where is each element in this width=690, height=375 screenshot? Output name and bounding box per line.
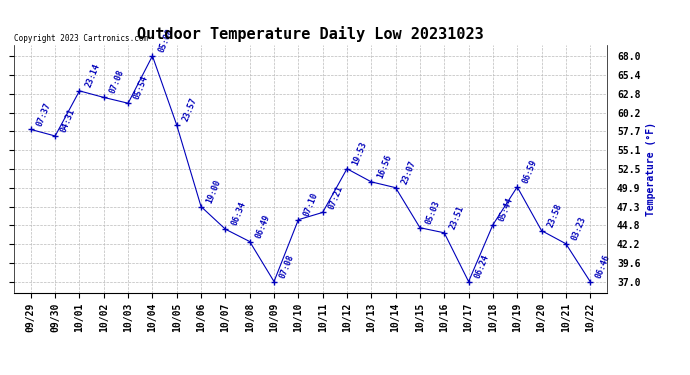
Text: 07:10: 07:10 — [302, 191, 320, 217]
Y-axis label: Temperature (°F): Temperature (°F) — [646, 122, 656, 216]
Text: 06:49: 06:49 — [254, 213, 272, 239]
Text: 05:08: 05:08 — [157, 27, 175, 54]
Text: 19:53: 19:53 — [351, 140, 369, 166]
Text: 19:00: 19:00 — [205, 178, 223, 204]
Text: 23:58: 23:58 — [546, 202, 564, 228]
Text: Copyright 2023 Cartronics.com: Copyright 2023 Cartronics.com — [14, 33, 148, 42]
Text: 04:31: 04:31 — [59, 107, 77, 134]
Text: 06:24: 06:24 — [473, 253, 491, 279]
Text: 03:23: 03:23 — [570, 215, 588, 242]
Text: 05:44: 05:44 — [497, 196, 515, 223]
Text: 07:08: 07:08 — [278, 253, 296, 279]
Text: 06:34: 06:34 — [230, 201, 247, 227]
Text: 05:03: 05:03 — [424, 199, 442, 225]
Text: 23:57: 23:57 — [181, 96, 199, 123]
Text: 07:08: 07:08 — [108, 69, 126, 95]
Text: 06:59: 06:59 — [522, 158, 539, 185]
Title: Outdoor Temperature Daily Low 20231023: Outdoor Temperature Daily Low 20231023 — [137, 27, 484, 42]
Text: 07:37: 07:37 — [35, 101, 52, 127]
Text: 06:46: 06:46 — [594, 253, 612, 279]
Text: 23:14: 23:14 — [83, 62, 101, 89]
Text: 23:07: 23:07 — [400, 159, 417, 186]
Text: 23:51: 23:51 — [448, 204, 466, 231]
Text: 16:56: 16:56 — [375, 153, 393, 180]
Text: 05:54: 05:54 — [132, 75, 150, 101]
Text: 07:21: 07:21 — [327, 184, 344, 210]
